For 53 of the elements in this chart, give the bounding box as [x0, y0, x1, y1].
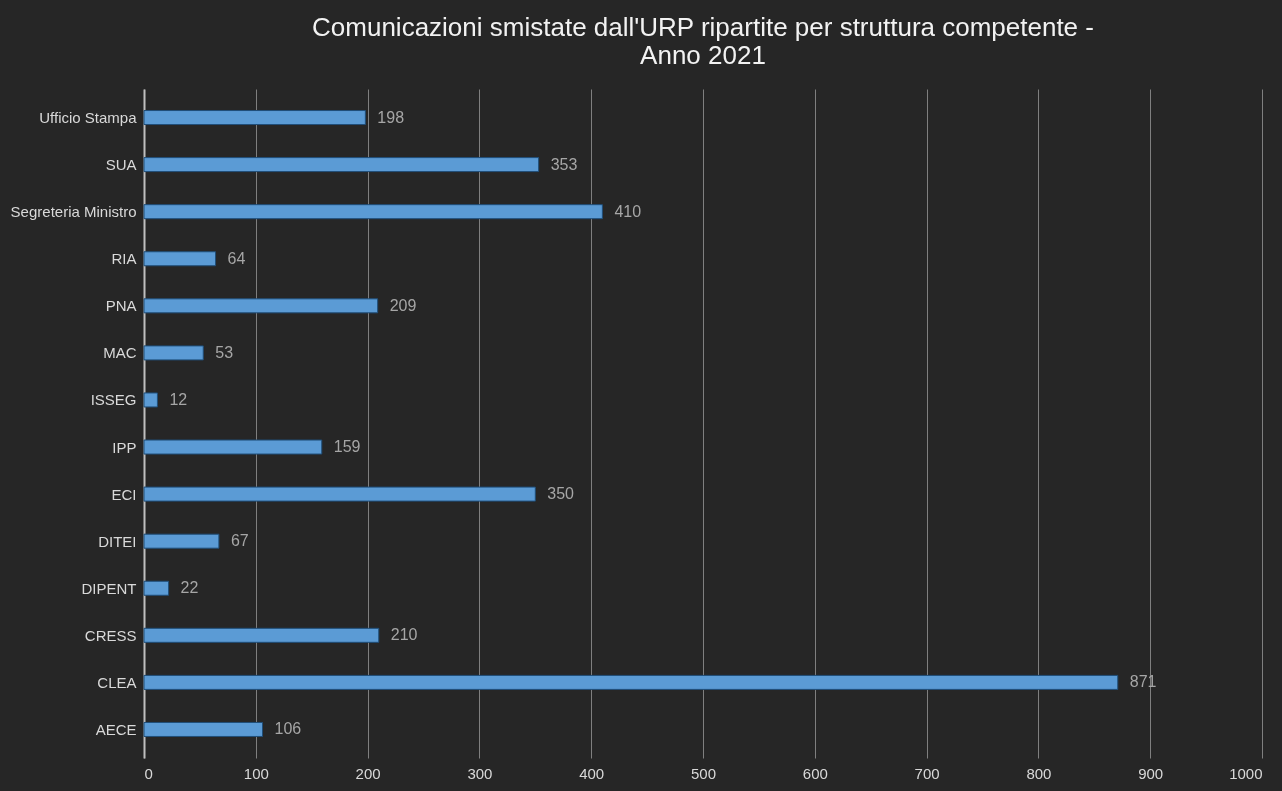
x-tick-label: 0: [144, 764, 153, 782]
bar: [143, 439, 323, 455]
data-label: 67: [230, 532, 249, 550]
data-label: 410: [614, 202, 642, 220]
data-label: 209: [389, 296, 417, 314]
data-label: 350: [547, 485, 575, 503]
bar: [143, 251, 217, 267]
bar: [143, 110, 366, 126]
x-tick-label: 200: [355, 764, 381, 782]
y-tick-label: CLEA: [97, 673, 137, 691]
bar: [143, 204, 603, 220]
bar: [143, 721, 264, 737]
bar: [143, 392, 158, 408]
x-tick-label: 500: [690, 764, 717, 782]
x-tick-label: 400: [579, 764, 605, 782]
y-tick-label: RIA: [111, 250, 137, 268]
x-tick-label: 600: [802, 764, 828, 782]
y-tick-label: ECI: [111, 485, 137, 503]
y-tick-label: CRESS: [84, 626, 137, 644]
bar: [143, 674, 1119, 690]
x-tick-label: 800: [1026, 764, 1052, 782]
y-tick-label: IPP: [112, 438, 137, 456]
data-label: 12: [169, 390, 188, 408]
y-tick-label: SUA: [105, 156, 137, 174]
y-tick-label: DITEI: [98, 532, 137, 550]
data-label: 210: [390, 626, 418, 644]
data-label: 198: [377, 108, 405, 126]
x-tick-label: 300: [467, 764, 493, 782]
x-tick-label: 900: [1138, 764, 1164, 782]
data-label: 353: [550, 155, 578, 173]
bar: [143, 533, 220, 549]
y-tick-label: AECE: [95, 720, 137, 738]
data-label: 64: [227, 249, 246, 267]
y-tick-label: ISSEG: [90, 391, 137, 409]
bar: [143, 580, 170, 596]
y-tick-label: Segreteria Ministro: [10, 203, 137, 221]
data-label: 53: [215, 343, 234, 361]
y-tick-label: Ufficio Stampa: [39, 109, 138, 127]
data-label: 159: [333, 438, 361, 456]
bar: [143, 627, 380, 643]
x-tick-label: 700: [914, 764, 940, 782]
y-tick-label: MAC: [103, 344, 137, 362]
bar: [143, 345, 204, 361]
y-tick-label: DIPENT: [81, 579, 137, 597]
chart-title: Comunicazioni smistate dall'URP ripartite per struttura competente - Anno 2021: [312, 12, 1094, 70]
bar: [143, 486, 536, 502]
data-label: 22: [180, 579, 199, 597]
data-label: 106: [274, 720, 302, 738]
y-tick-label: PNA: [105, 297, 137, 315]
x-tick-label: 1000: [1229, 764, 1263, 782]
bar: [143, 298, 379, 314]
x-tick-label: 100: [243, 764, 269, 782]
bar: [143, 157, 540, 173]
